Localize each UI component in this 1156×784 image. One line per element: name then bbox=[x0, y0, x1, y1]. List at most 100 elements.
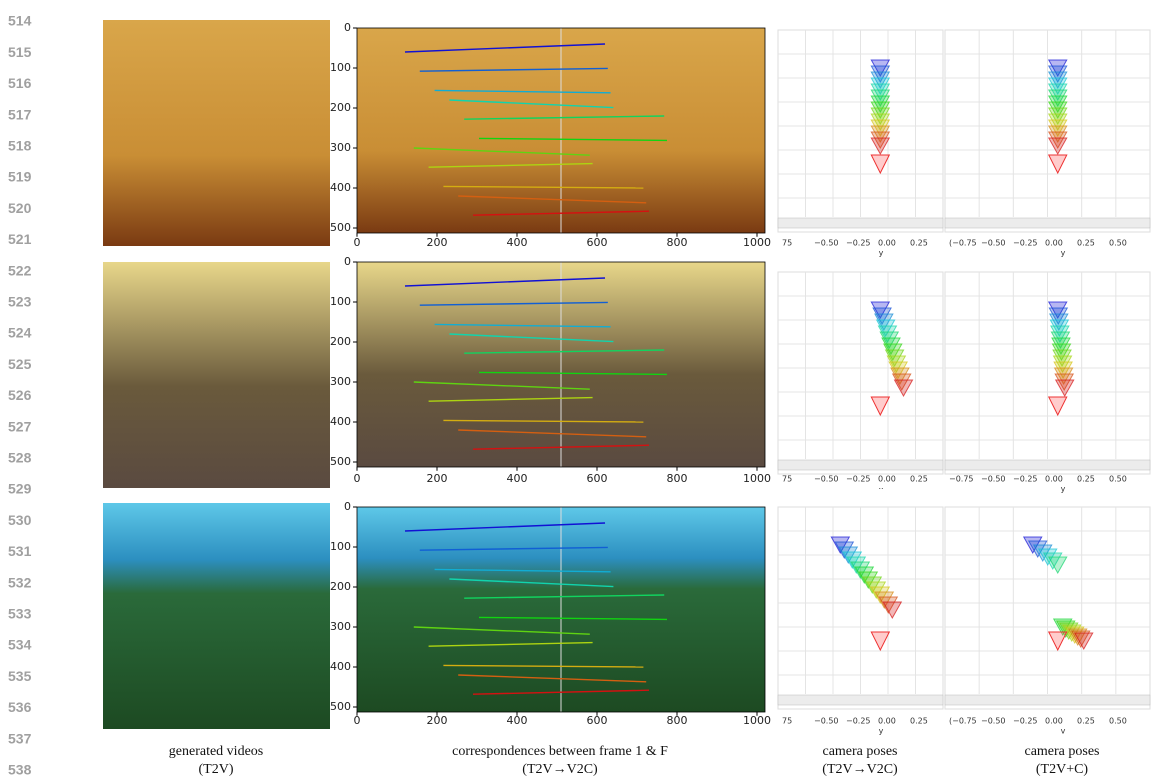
y-tick-label: 100 bbox=[330, 61, 351, 74]
pose-tick-label: −0.75 bbox=[949, 475, 974, 484]
x-tick-label: 800 bbox=[667, 472, 688, 485]
pose-tick-label: 0.50 bbox=[1109, 717, 1127, 726]
pose-tick-label: −0.50 bbox=[814, 239, 839, 248]
pose-tick-label: (−0.75 bbox=[949, 239, 977, 248]
caption: camera poses bbox=[822, 744, 897, 759]
line-number: 518 bbox=[8, 138, 32, 154]
x-tick-label: 0 bbox=[354, 236, 361, 249]
caption: correspondences between frame 1 & F bbox=[452, 744, 668, 759]
line-number: 531 bbox=[8, 543, 32, 559]
y-tick-label: 400 bbox=[330, 181, 351, 194]
y-tick-label: 500 bbox=[330, 455, 351, 468]
line-number: 527 bbox=[8, 418, 32, 434]
y-tick-label: 500 bbox=[330, 221, 351, 234]
line-number: 520 bbox=[8, 200, 32, 216]
pose-tick-label: −0.25 bbox=[846, 717, 871, 726]
pose-tick-label: 75 bbox=[782, 239, 792, 248]
pose-floor bbox=[945, 695, 1150, 705]
y-tick-label: 0 bbox=[344, 500, 351, 513]
pose-tick-label: −0.25 bbox=[1013, 475, 1038, 484]
pose-tick-label: 0.00 bbox=[1045, 239, 1063, 248]
caption: camera poses bbox=[1024, 744, 1099, 759]
x-tick-label: 200 bbox=[427, 236, 448, 249]
pose-tick-label: −0.25 bbox=[1013, 239, 1038, 248]
pose-tick-label: −0.50 bbox=[981, 239, 1006, 248]
pose-tick-label: 0.25 bbox=[1077, 475, 1095, 484]
pose-tick-label: 0.25 bbox=[910, 717, 928, 726]
y-tick-label: 200 bbox=[330, 580, 351, 593]
pose-tick-label: 0.50 bbox=[1109, 475, 1127, 484]
pose-floor bbox=[778, 218, 943, 228]
pose-tick-label: 0.00 bbox=[1045, 717, 1063, 726]
line-number: 532 bbox=[8, 574, 32, 590]
line-number: 525 bbox=[8, 356, 32, 372]
y-tick-label: 300 bbox=[330, 141, 351, 154]
pose-axis-label: y bbox=[879, 249, 884, 258]
line-number: 528 bbox=[8, 450, 32, 466]
y-tick-label: 400 bbox=[330, 660, 351, 673]
line-number: 523 bbox=[8, 294, 32, 310]
line-number: 526 bbox=[8, 387, 32, 403]
x-tick-label: 0 bbox=[354, 472, 361, 485]
y-tick-label: 300 bbox=[330, 375, 351, 388]
line-number: 521 bbox=[8, 231, 32, 247]
video-frame bbox=[103, 503, 330, 729]
line-number: 524 bbox=[8, 325, 32, 341]
pose-axis-label: y bbox=[879, 727, 884, 736]
pose-tick-label: −0.25 bbox=[846, 239, 871, 248]
pose-floor bbox=[778, 695, 943, 705]
x-tick-label: 800 bbox=[667, 714, 688, 727]
line-number: 517 bbox=[8, 106, 32, 122]
pose-floor bbox=[945, 218, 1150, 228]
line-number: 522 bbox=[8, 262, 32, 278]
y-tick-label: 200 bbox=[330, 101, 351, 114]
x-tick-label: 200 bbox=[427, 714, 448, 727]
pose-tick-label: 0.25 bbox=[910, 239, 928, 248]
line-number: 534 bbox=[8, 637, 32, 653]
pose-axis-label: y bbox=[1061, 485, 1066, 494]
pose-tick-label: −0.50 bbox=[814, 717, 839, 726]
pose-floor bbox=[945, 460, 1150, 470]
line-number: 537 bbox=[8, 730, 32, 746]
x-tick-label: 600 bbox=[587, 472, 608, 485]
x-tick-label: 400 bbox=[507, 714, 528, 727]
y-tick-label: 100 bbox=[330, 540, 351, 553]
x-tick-label: 1000 bbox=[743, 472, 771, 485]
pose-tick-label: 0.00 bbox=[1045, 475, 1063, 484]
line-number: 533 bbox=[8, 606, 32, 622]
pose-tick-label: (−0.75 bbox=[949, 717, 977, 726]
pose-tick-label: 75 bbox=[782, 475, 792, 484]
caption: generated videos bbox=[169, 744, 263, 759]
video-frame bbox=[103, 20, 330, 246]
x-tick-label: 0 bbox=[354, 714, 361, 727]
y-tick-label: 0 bbox=[344, 21, 351, 34]
pose-tick-label: 0.00 bbox=[878, 239, 896, 248]
line-number: 529 bbox=[8, 481, 32, 497]
pose-tick-label: −0.25 bbox=[846, 475, 871, 484]
x-tick-label: 400 bbox=[507, 236, 528, 249]
line-number: 515 bbox=[8, 44, 32, 60]
pose-tick-label: 0.25 bbox=[1077, 717, 1095, 726]
line-number: 536 bbox=[8, 699, 32, 715]
x-tick-label: 200 bbox=[427, 472, 448, 485]
line-number: 538 bbox=[8, 762, 32, 778]
line-number: 519 bbox=[8, 169, 32, 185]
caption-sub: (T2V→V2C) bbox=[822, 762, 898, 777]
caption-sub: (T2V+C) bbox=[1036, 762, 1089, 777]
pose-tick-label: −0.50 bbox=[981, 475, 1006, 484]
x-tick-label: 600 bbox=[587, 714, 608, 727]
pose-axis-label: y bbox=[1061, 249, 1066, 258]
pose-axis-label: ·· bbox=[878, 485, 883, 494]
x-tick-label: 800 bbox=[667, 236, 688, 249]
x-tick-label: 400 bbox=[507, 472, 528, 485]
caption-sub: (T2V) bbox=[199, 762, 234, 777]
line-number: 530 bbox=[8, 512, 32, 528]
pose-tick-label: −0.50 bbox=[814, 475, 839, 484]
pose-tick-label: 0.00 bbox=[878, 717, 896, 726]
x-tick-label: 1000 bbox=[743, 714, 771, 727]
caption-sub: (T2V→V2C) bbox=[522, 762, 598, 777]
pose-axis-label: v bbox=[1061, 727, 1066, 736]
y-tick-label: 200 bbox=[330, 335, 351, 348]
figure: 5145155165175185195205215225235245255265… bbox=[0, 0, 1156, 784]
video-frame bbox=[103, 262, 330, 488]
